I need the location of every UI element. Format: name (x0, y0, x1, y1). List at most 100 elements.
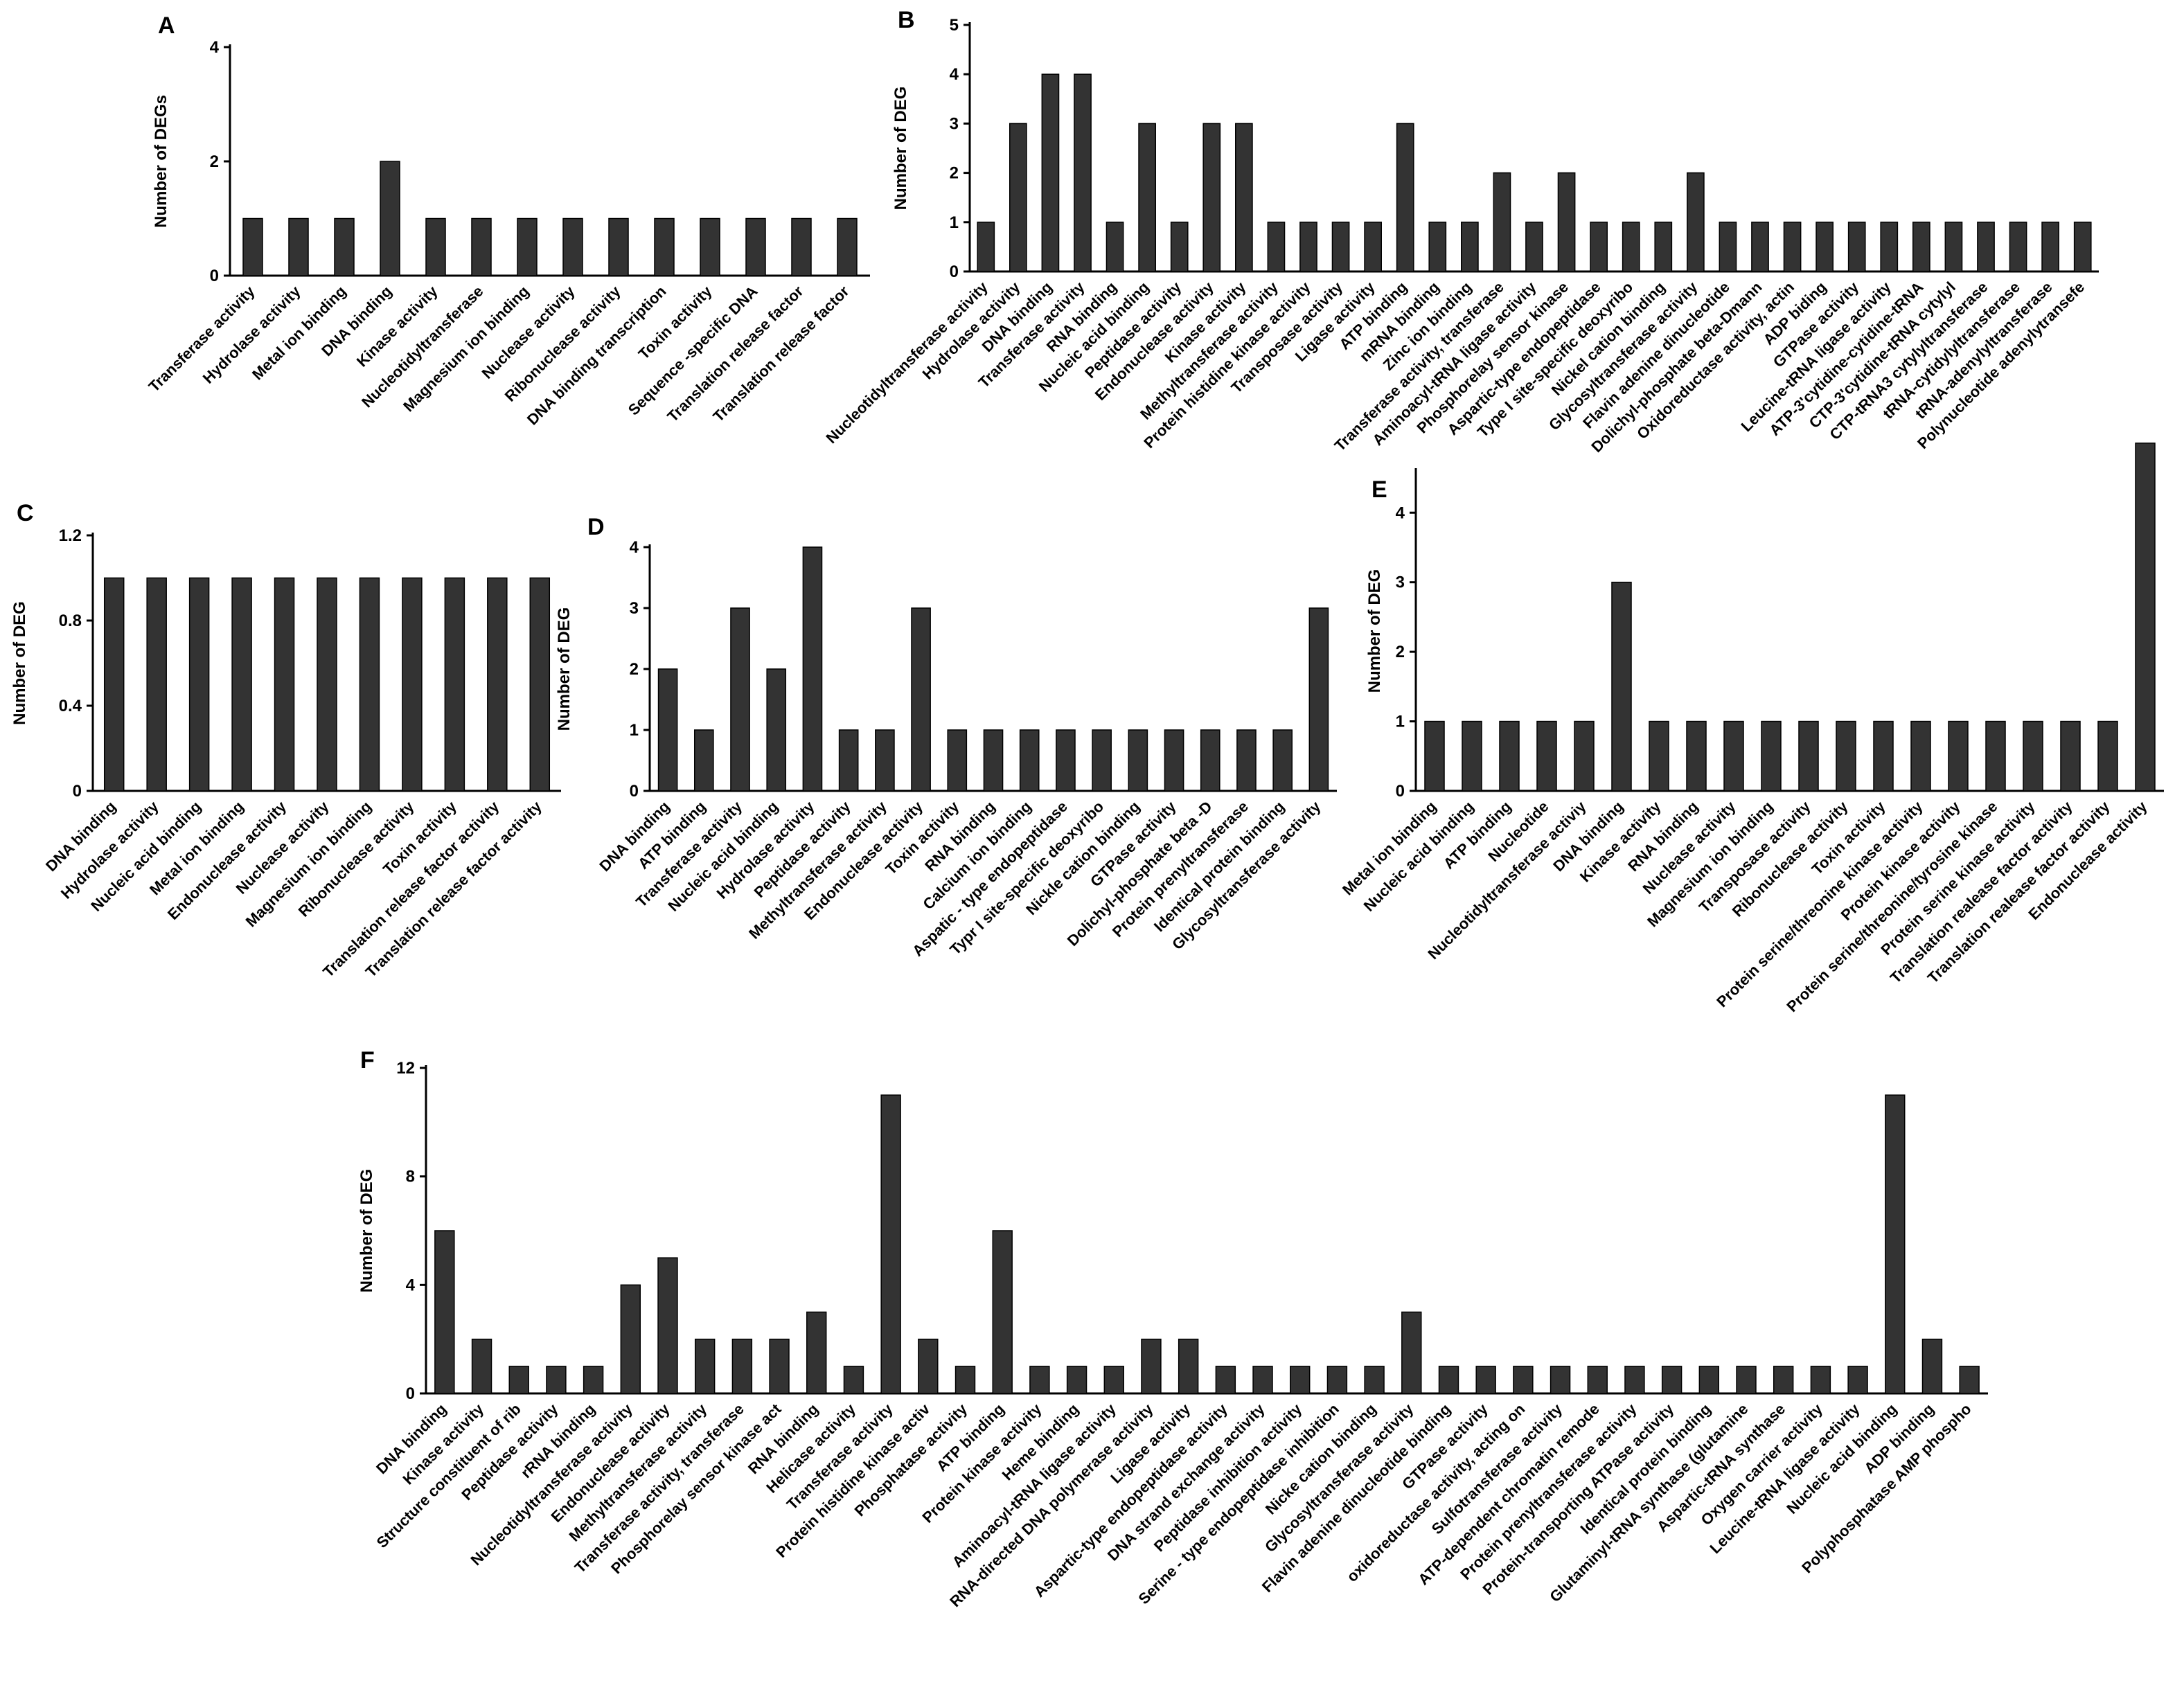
bar (1661, 1366, 1683, 1394)
y-tick-label: 4 (630, 538, 639, 557)
y-tick-label: 0 (1396, 782, 1405, 801)
bar (517, 217, 538, 276)
y-tick-label: 0 (630, 782, 639, 801)
bar (402, 577, 423, 792)
bar (529, 577, 551, 792)
y-tick-label: 4 (406, 1276, 416, 1294)
y-axis-title: Number of DEGs (152, 95, 170, 228)
bar (1622, 222, 1640, 272)
bar (2097, 720, 2118, 792)
bar (471, 217, 492, 276)
y-tick-label: 0.4 (59, 697, 82, 715)
bar (1686, 720, 1707, 792)
bar (1234, 123, 1253, 272)
bar (1138, 123, 1157, 272)
bar (242, 217, 263, 276)
bar (1783, 222, 1802, 272)
bar (1847, 222, 1866, 272)
bar (1959, 1366, 1980, 1394)
bar (1810, 1366, 1831, 1394)
bar (434, 1230, 455, 1394)
bar (875, 729, 895, 792)
y-tick-label: 3 (630, 599, 639, 618)
bar (1103, 1366, 1124, 1394)
bar (1029, 1366, 1050, 1394)
panel-letter: B (898, 7, 915, 33)
bar (1719, 222, 1737, 272)
bar (425, 217, 446, 276)
bar (1985, 720, 2006, 792)
bar (1178, 1338, 1199, 1394)
bar (1331, 222, 1350, 272)
bar (1587, 1366, 1608, 1394)
panel-b: B 0 1 2 3 4 5 Number of DEG Nucleotidyltransfera… (822, 7, 2099, 456)
y-tick-label: 2 (1396, 643, 1405, 661)
bar (1736, 1366, 1757, 1394)
y-tick-label: 5 (950, 16, 959, 35)
bar (766, 668, 787, 792)
panel-letter: A (158, 12, 175, 39)
bar (1475, 1366, 1496, 1394)
bar (444, 577, 465, 792)
bar (955, 1366, 976, 1394)
panel-letter: C (17, 500, 34, 526)
bar (731, 1338, 753, 1394)
bar (806, 1311, 827, 1394)
bar (1880, 222, 1899, 272)
bar (1401, 1311, 1422, 1394)
bar (791, 217, 812, 276)
bar (1128, 729, 1148, 792)
y-tick-label: 12 (396, 1059, 415, 1078)
y-tick-label: 8 (406, 1168, 415, 1186)
y-tick-label: 4 (950, 65, 959, 84)
bar (1202, 123, 1221, 272)
bar (1977, 222, 1995, 272)
bar (380, 161, 400, 276)
bar (1019, 729, 1040, 792)
bar (911, 607, 931, 792)
bar (769, 1338, 790, 1394)
bar (288, 217, 309, 276)
bar (977, 222, 995, 272)
bar (1299, 222, 1317, 272)
bar (317, 577, 337, 792)
bar (2041, 222, 2060, 272)
bar (146, 577, 167, 792)
panel-letter: F (360, 1047, 375, 1073)
bar (1686, 172, 1705, 272)
y-tick-label: 0 (950, 262, 959, 281)
bar (471, 1338, 492, 1394)
bar (1056, 729, 1076, 792)
bar (1493, 172, 1511, 272)
bar (1428, 222, 1447, 272)
bar (1873, 720, 1894, 792)
category-label: Nucleotidyltransferase activity (822, 278, 991, 447)
bar (2073, 222, 2092, 272)
bar (1290, 1366, 1311, 1394)
bar (1910, 720, 1931, 792)
bar (1751, 222, 1769, 272)
bar (837, 217, 858, 276)
category-label: Toxin activity (380, 797, 460, 877)
y-tick-label: 0 (406, 1384, 415, 1403)
bar (487, 577, 508, 792)
bar (992, 1230, 1013, 1394)
bar (1536, 720, 1557, 792)
bar (1462, 720, 1482, 792)
category-label: Kinase activity (353, 282, 441, 370)
bar (1590, 222, 1608, 272)
y-tick-label: 3 (950, 114, 959, 133)
bar (620, 1284, 641, 1394)
bar (1944, 222, 1963, 272)
bar (562, 217, 583, 276)
bar (508, 1366, 529, 1394)
y-axis-title: Number of DEG (10, 601, 29, 725)
bar (359, 577, 380, 792)
y-tick-label: 4 (210, 38, 220, 57)
y-tick-label: 0 (73, 782, 82, 801)
bar (657, 1257, 678, 1394)
bar (1836, 720, 1856, 792)
bar (1773, 1366, 1794, 1394)
bar (700, 217, 720, 276)
